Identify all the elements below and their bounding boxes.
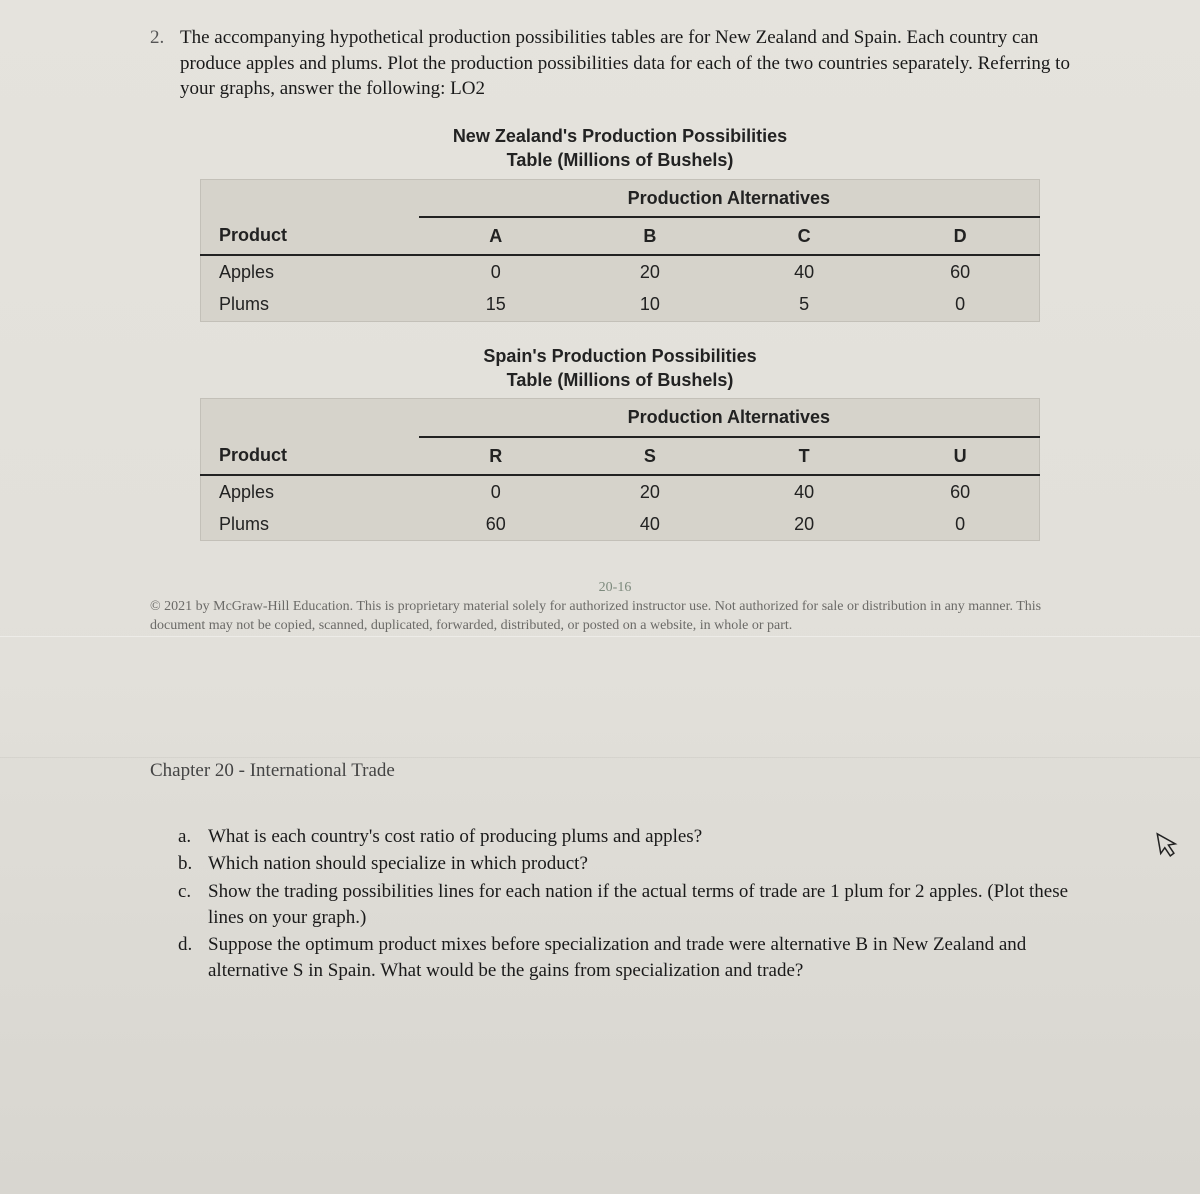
table-spain: Spain's Production Possibilities Table (…	[200, 344, 1040, 542]
sub-item: b. Which nation should specialize in whi…	[178, 851, 1080, 877]
question-number: 2.	[150, 25, 180, 102]
product-header: Product	[201, 217, 419, 255]
table-row: Production Alternatives	[201, 399, 1040, 437]
cell: 40	[573, 508, 727, 541]
table-nz: New Zealand's Production Possibilities T…	[200, 124, 1040, 322]
cell: 0	[419, 475, 573, 508]
col-header: D	[881, 217, 1039, 255]
col-header: A	[419, 217, 573, 255]
sub-text: Show the trading possibilities lines for…	[208, 879, 1080, 930]
table-spain-title-l2: Table (Millions of Bushels)	[507, 370, 734, 390]
table-row: Production Alternatives	[201, 179, 1040, 217]
sub-letter: b.	[178, 851, 208, 877]
page-gap	[0, 636, 1200, 758]
table-row: Plums 60 40 20 0	[201, 508, 1040, 541]
cell: 10	[573, 288, 727, 321]
cell: 5	[727, 288, 881, 321]
col-header: B	[573, 217, 727, 255]
col-header: S	[573, 437, 727, 475]
question-text: The accompanying hypothetical production…	[180, 25, 1080, 102]
row-label: Plums	[201, 288, 419, 321]
question-block: 2. The accompanying hypothetical product…	[150, 25, 1080, 102]
col-header: T	[727, 437, 881, 475]
row-label: Plums	[201, 508, 419, 541]
cell: 0	[881, 288, 1039, 321]
table-spain-title-l1: Spain's Production Possibilities	[483, 346, 756, 366]
sub-item: a. What is each country's cost ratio of …	[178, 824, 1080, 850]
cell: 0	[419, 255, 573, 288]
cell: 20	[727, 508, 881, 541]
cell: 0	[881, 508, 1039, 541]
cell: 40	[727, 255, 881, 288]
table-spain-grid: Production Alternatives Product R S T U …	[200, 398, 1040, 541]
page: 2. The accompanying hypothetical product…	[0, 0, 1200, 1016]
cell: 20	[573, 475, 727, 508]
sub-letter: c.	[178, 879, 208, 930]
table-nz-title: New Zealand's Production Possibilities T…	[200, 124, 1040, 173]
sub-item: c. Show the trading possibilities lines …	[178, 879, 1080, 930]
footer: 20-16 © 2021 by McGraw-Hill Education. T…	[150, 579, 1080, 636]
col-header: C	[727, 217, 881, 255]
col-header: U	[881, 437, 1039, 475]
table-row: Apples 0 20 40 60	[201, 255, 1040, 288]
row-label: Apples	[201, 255, 419, 288]
cell: 15	[419, 288, 573, 321]
cell: 20	[573, 255, 727, 288]
cell: 40	[727, 475, 881, 508]
cell: 60	[881, 475, 1039, 508]
sub-letter: a.	[178, 824, 208, 850]
sub-item: d. Suppose the optimum product mixes bef…	[178, 932, 1080, 983]
table-row: Apples 0 20 40 60	[201, 475, 1040, 508]
sub-text: Suppose the optimum product mixes before…	[208, 932, 1080, 983]
cell: 60	[419, 508, 573, 541]
copyright-text: © 2021 by McGraw-Hill Education. This is…	[150, 598, 1080, 636]
sub-text: What is each country's cost ratio of pro…	[208, 824, 1080, 850]
sub-text: Which nation should specialize in which …	[208, 851, 1080, 877]
table-nz-grid: Production Alternatives Product A B C D …	[200, 179, 1040, 322]
group-header: Production Alternatives	[419, 179, 1040, 217]
product-header: Product	[201, 437, 419, 475]
table-row: Product R S T U	[201, 437, 1040, 475]
table-spain-title: Spain's Production Possibilities Table (…	[200, 344, 1040, 393]
page-number: 20-16	[150, 579, 1080, 598]
table-row: Plums 15 10 5 0	[201, 288, 1040, 321]
table-row: Product A B C D	[201, 217, 1040, 255]
col-header: R	[419, 437, 573, 475]
chapter-header: Chapter 20 - International Trade	[150, 758, 1080, 784]
sub-questions: a. What is each country's cost ratio of …	[150, 824, 1080, 984]
table-nz-title-l2: Table (Millions of Bushels)	[507, 150, 734, 170]
row-label: Apples	[201, 475, 419, 508]
table-nz-title-l1: New Zealand's Production Possibilities	[453, 126, 787, 146]
cell: 60	[881, 255, 1039, 288]
sub-letter: d.	[178, 932, 208, 983]
group-header: Production Alternatives	[419, 399, 1040, 437]
